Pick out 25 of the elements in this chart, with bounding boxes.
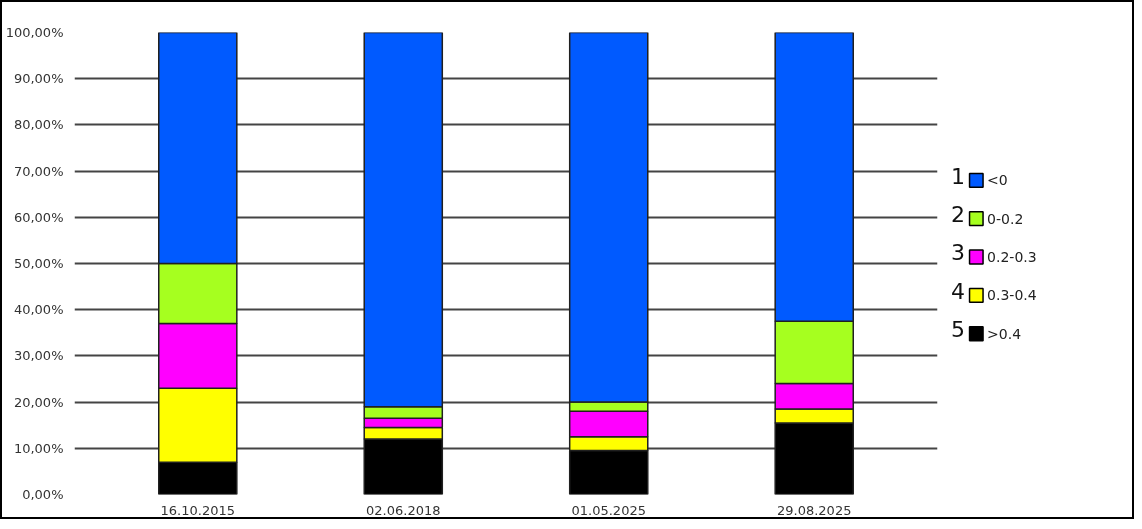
x-tick-label: 02.06.2018 (366, 502, 441, 518)
text: 4 (951, 278, 966, 304)
y-tick-label: 90,00% (13, 71, 64, 87)
text: 5 (951, 317, 966, 343)
x-tick-label: 29.08.2025 (777, 502, 852, 518)
legend-label: 0-0.2 (987, 210, 1024, 227)
y-tick-label: 100,00% (5, 25, 64, 40)
legend-label: 0.2-0.3 (987, 249, 1037, 266)
y-tick-label: 50,00% (13, 256, 64, 271)
x-tick-label: 16.10.2015 (160, 502, 236, 518)
y-tick-label: 0,00% (22, 487, 64, 502)
text: 1 (951, 163, 966, 189)
legend-label: 0.3-0.4 (987, 287, 1037, 304)
y-tick-label: 70,00% (13, 163, 64, 179)
x-tick-label: 01.05.2025 (571, 502, 646, 518)
y-tick-label: 60,00% (13, 209, 64, 225)
y-tick-label: 20,00% (13, 394, 64, 410)
legend-label: <0 (987, 172, 1008, 189)
y-tick-label: 40,00% (13, 302, 64, 318)
y-tick-label: 30,00% (13, 348, 64, 364)
text: 2 (951, 202, 966, 228)
y-tick-label: 80,00% (13, 117, 64, 133)
text: 3 (951, 240, 966, 266)
y-tick-label: 10,00% (13, 440, 64, 456)
legend-label: >0.4 (987, 325, 1022, 342)
